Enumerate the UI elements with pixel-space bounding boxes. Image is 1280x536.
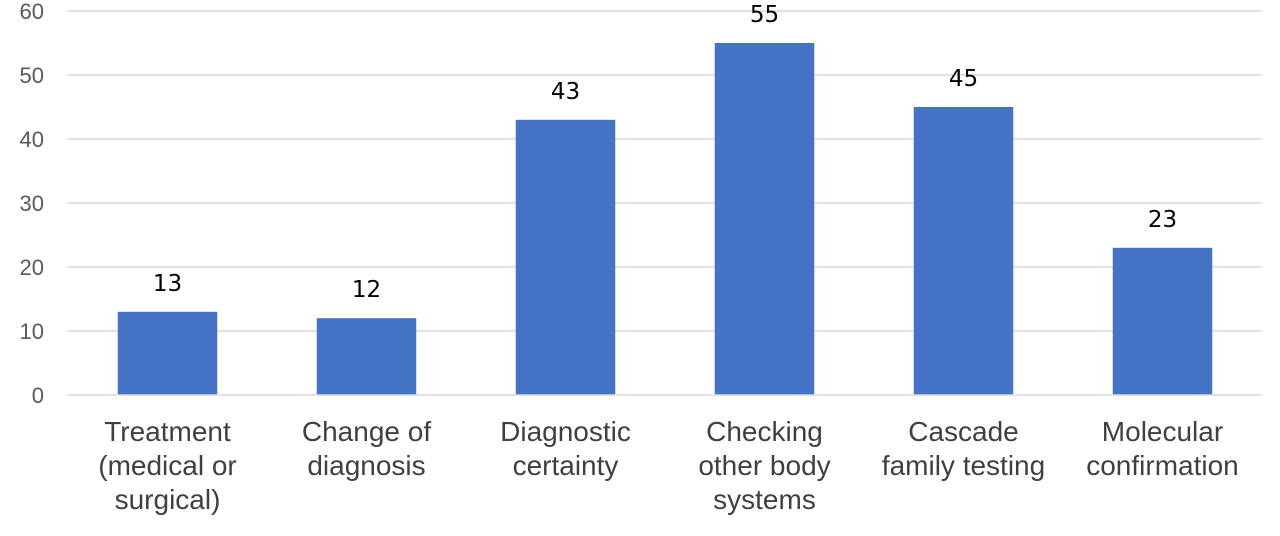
y-tick-label: 50 [20, 63, 44, 88]
y-tick-label: 20 [20, 255, 44, 280]
bar [1112, 247, 1213, 395]
category-labels: Treatment (medical or surgical) Change of di… [98, 416, 1239, 515]
bar [913, 107, 1014, 395]
data-label: 43 [551, 79, 580, 105]
y-tick-label: 40 [20, 127, 44, 152]
data-label: 23 [1148, 207, 1177, 233]
bar [316, 318, 417, 395]
data-label: 12 [352, 277, 381, 303]
y-tick-label: 10 [20, 319, 44, 344]
data-labels: 13 12 43 55 45 23 [153, 2, 1177, 303]
data-label: 13 [153, 271, 182, 297]
bar [515, 119, 616, 396]
bar [714, 43, 815, 395]
data-label: 55 [750, 2, 779, 28]
category-label: Cascade family testing [882, 416, 1045, 481]
y-tick-label: 30 [20, 191, 44, 216]
category-label: Checking other body systems [698, 416, 830, 515]
y-axis-tick-labels: 0 10 20 30 40 50 60 [20, 0, 44, 408]
category-label: Molecular confirmation [1086, 416, 1239, 481]
data-label: 45 [949, 66, 978, 92]
category-label: Diagnostic certainty [500, 416, 631, 481]
y-tick-label: 0 [32, 383, 44, 408]
category-label: Change of diagnosis [302, 416, 431, 481]
category-label: Treatment (medical or surgical) [98, 416, 236, 515]
gridlines [68, 10, 1262, 332]
bars [117, 43, 1213, 396]
bar [117, 311, 218, 395]
y-tick-label: 60 [20, 0, 44, 24]
